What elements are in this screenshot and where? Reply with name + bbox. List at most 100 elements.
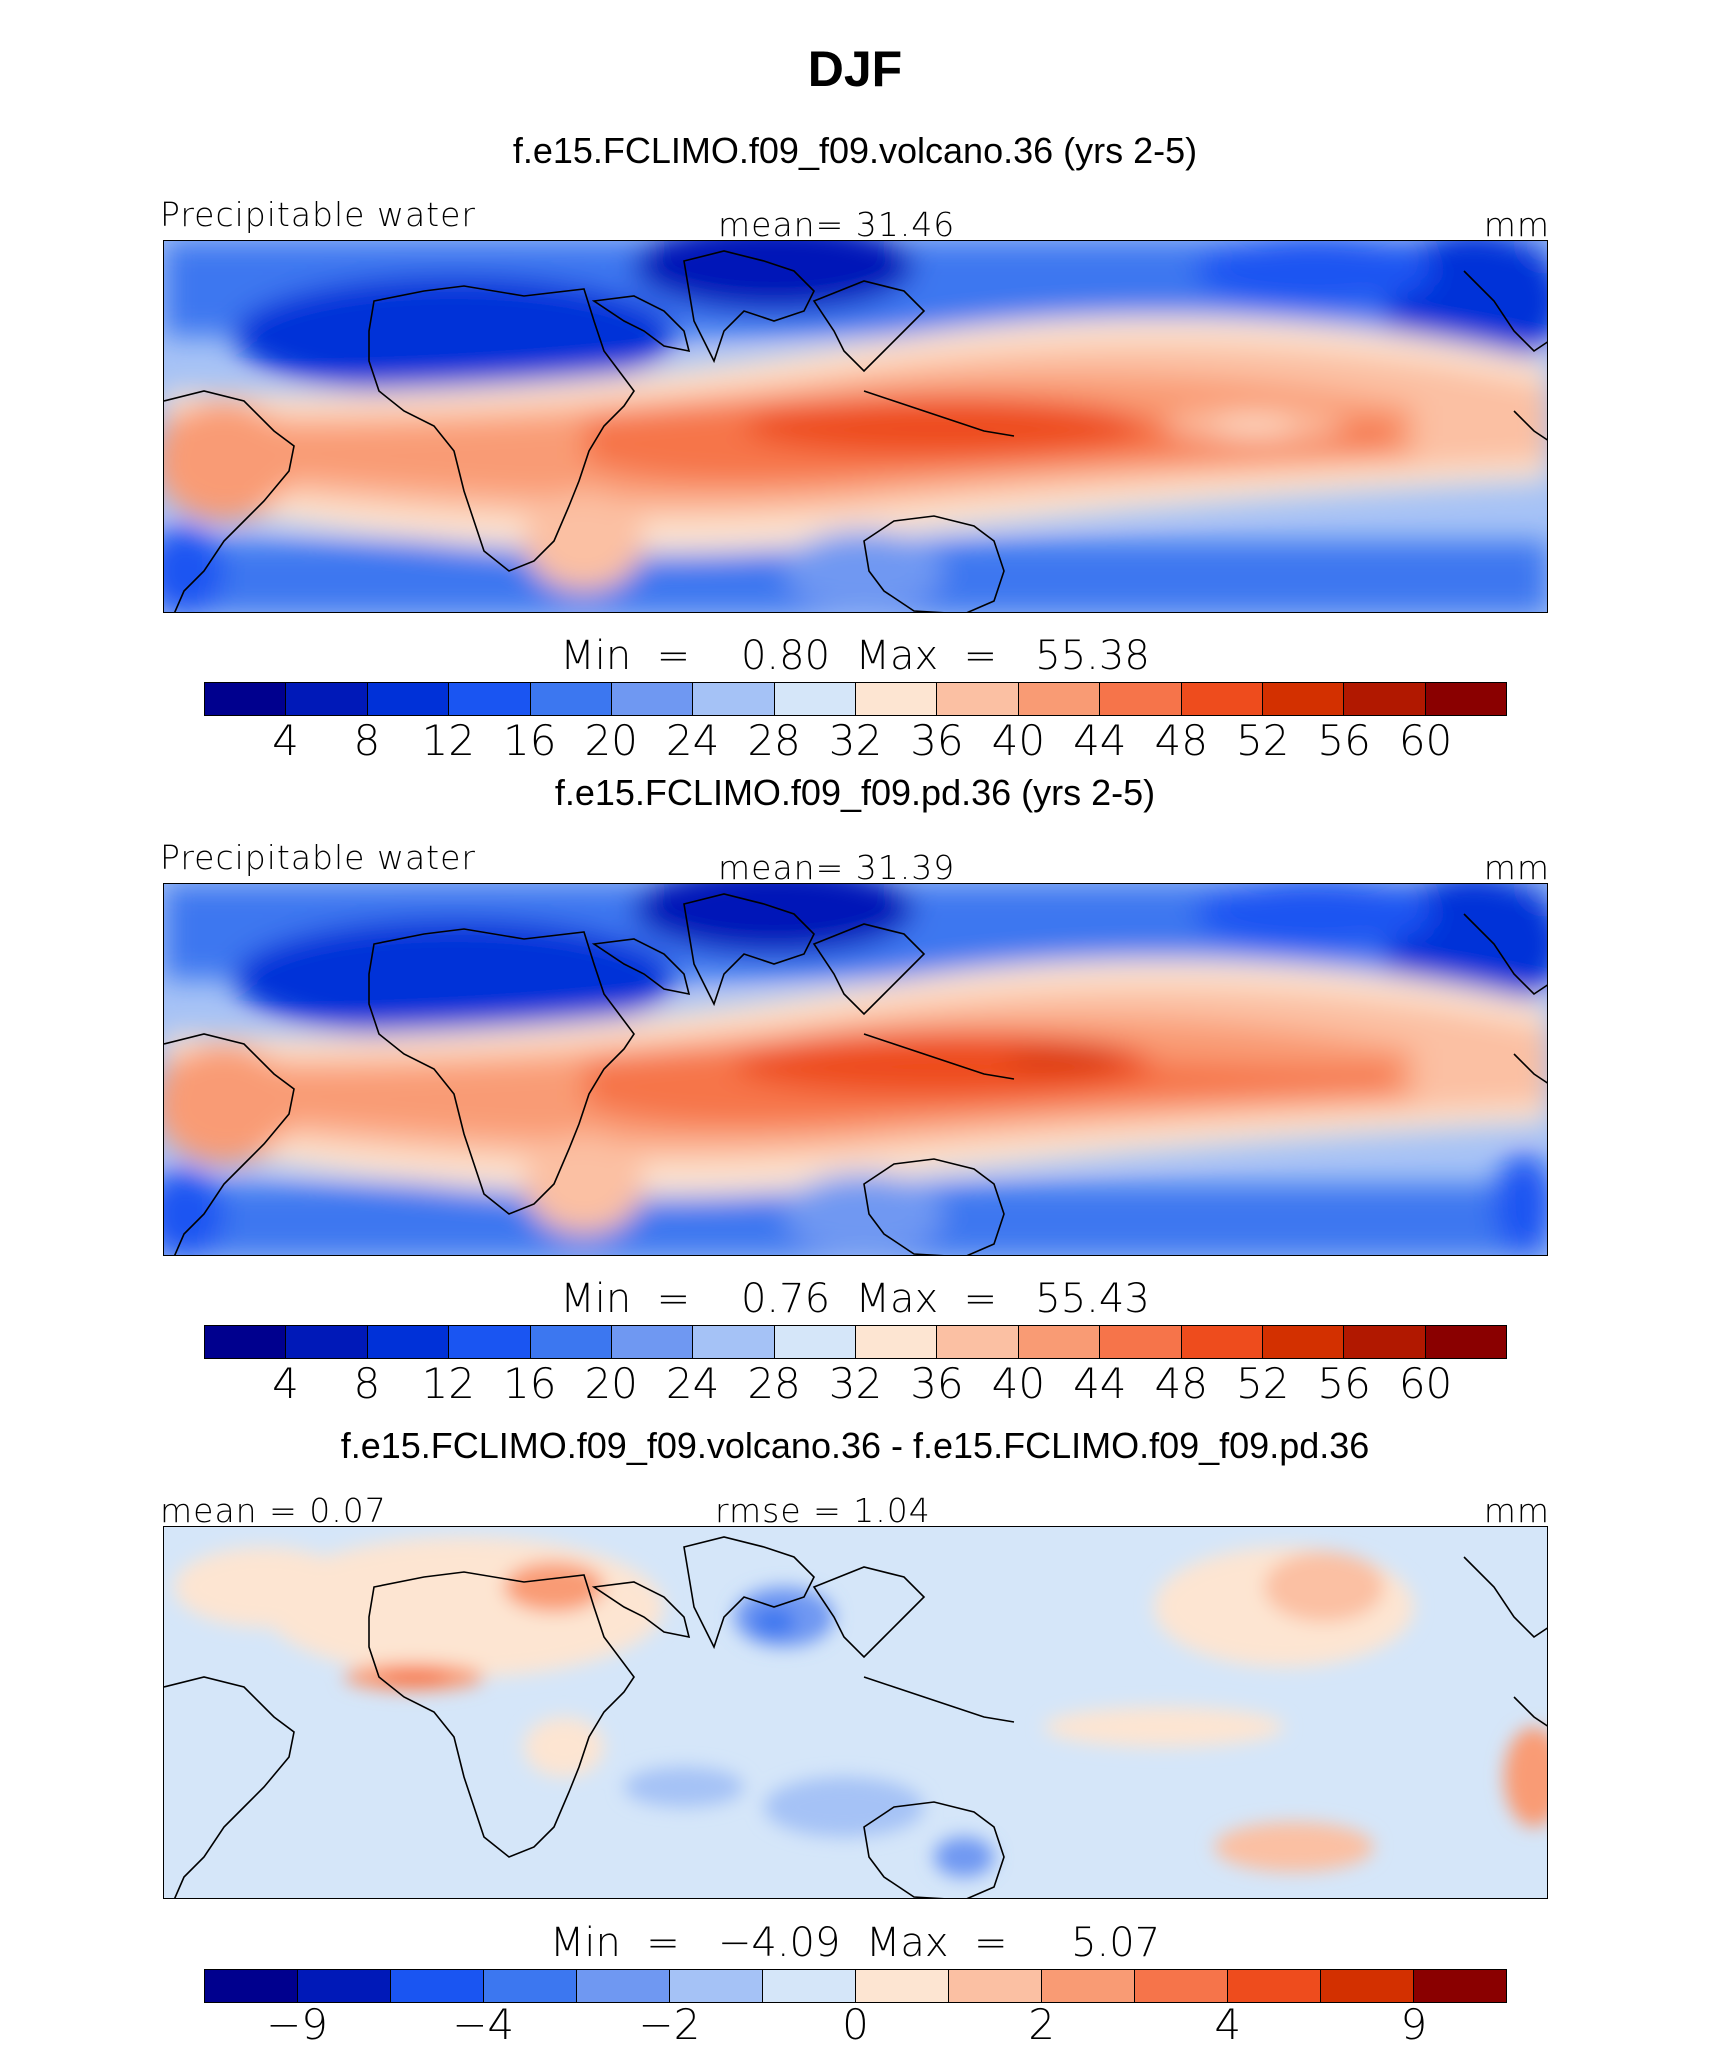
- colorbar-swatch: [774, 683, 856, 715]
- panel-3-colorbar-ticks: −9 −4 −2 0 2 4 9: [204, 2000, 1507, 2049]
- colorbar-tick-label: 12: [421, 1359, 476, 1408]
- colorbar-swatch: [484, 1970, 577, 2002]
- colorbar-swatch: [670, 1970, 763, 2002]
- colorbar-swatch: [611, 1326, 694, 1358]
- colorbar-tick-label: 40: [991, 1359, 1046, 1408]
- panel-2-title: f.e15.FCLIMO.f09_f09.pd.36 (yrs 2-5): [554, 772, 1156, 813]
- colorbar-swatch: [367, 683, 450, 715]
- colorbar-swatch: [577, 1970, 670, 2002]
- colorbar-swatch: [1344, 1326, 1426, 1358]
- colorbar-tick-label: 4: [272, 1359, 299, 1408]
- colorbar-tick-label: 2: [1028, 2000, 1056, 2049]
- colorbar-swatch: [693, 683, 775, 715]
- colorbar-tick-label: 8: [353, 716, 381, 765]
- panel-1-colorbar: [204, 682, 1507, 716]
- colorbar-tick-label: 32: [828, 1359, 883, 1408]
- panel-1-variable-label: Precipitable water: [160, 195, 476, 234]
- panel-2-minmax: Min = 0.76 Max = 55.43: [560, 1276, 1150, 1322]
- colorbar-tick-label: 24: [665, 1359, 720, 1408]
- colorbar-swatch: [391, 1970, 484, 2002]
- colorbar-swatch: [286, 1326, 368, 1358]
- colorbar-swatch: [774, 1326, 856, 1358]
- panel-3-mean-label: mean = 0.07: [160, 1491, 387, 1530]
- panel-3-rmse-label: rmse = 1.04: [715, 1491, 931, 1530]
- colorbar-swatch: [530, 1326, 612, 1358]
- colorbar-tick-label: 24: [665, 716, 720, 765]
- colorbar-tick-label: 28: [747, 716, 801, 765]
- colorbar-tick-label: 48: [1154, 716, 1208, 765]
- colorbar-swatch: [1042, 1970, 1135, 2002]
- panel-1-field: [164, 241, 1547, 612]
- colorbar-tick-label: 16: [503, 716, 557, 765]
- colorbar-tick-label: −9: [266, 2000, 329, 2049]
- colorbar-tick-label: 56: [1317, 1359, 1371, 1408]
- colorbar-swatch: [205, 1326, 287, 1358]
- colorbar-tick-label: 36: [910, 716, 964, 765]
- colorbar-tick-label: 12: [421, 716, 476, 765]
- panel-3-minmax: Min = −4.09 Max = 5.07: [549, 1920, 1161, 1966]
- colorbar-swatch: [856, 1970, 949, 2002]
- panel-1-colorbar-ticks: 4 8 12 16 20 24 28 32 36 40 44 48 52 56 60: [204, 716, 1507, 765]
- panel-1-title: f.e15.FCLIMO.f09_f09.volcano.36 (yrs 2-5…: [512, 130, 1198, 171]
- colorbar-swatch: [1100, 683, 1182, 715]
- panel-1-minmax: Min = 0.80 Max = 55.38: [560, 633, 1150, 679]
- colorbar-swatch: [286, 683, 368, 715]
- panel-2-map: [163, 883, 1548, 1256]
- colorbar-swatch: [611, 683, 694, 715]
- page-title: DJF: [807, 41, 903, 97]
- panel-1-mean-label: mean= 31.46: [718, 205, 956, 244]
- colorbar-swatch: [298, 1970, 391, 2002]
- colorbar-swatch: [205, 683, 287, 715]
- colorbar-tick-label: 60: [1398, 716, 1453, 765]
- colorbar-tick-label: 4: [1214, 2000, 1242, 2049]
- panel-3-map: [163, 1526, 1548, 1899]
- colorbar-swatch: [763, 1970, 856, 2002]
- colorbar-swatch: [693, 1326, 775, 1358]
- colorbar-tick-label: 16: [503, 1359, 557, 1408]
- colorbar-tick-label: 60: [1398, 1359, 1453, 1408]
- colorbar-swatch: [1425, 683, 1506, 715]
- colorbar-swatch: [1018, 1326, 1101, 1358]
- colorbar-tick-label: 20: [584, 716, 638, 765]
- colorbar-tick-label: 52: [1235, 1359, 1290, 1408]
- colorbar-swatch: [1018, 683, 1101, 715]
- colorbar-swatch: [949, 1970, 1042, 2002]
- colorbar-tick-label: 40: [991, 716, 1046, 765]
- colorbar-tick-label: −4: [452, 2000, 515, 2049]
- colorbar-tick-label: 36: [910, 1359, 964, 1408]
- colorbar-swatch: [1181, 683, 1263, 715]
- colorbar-swatch: [1262, 1326, 1345, 1358]
- colorbar-tick-label: −2: [638, 2000, 701, 2049]
- colorbar-tick-label: 20: [584, 1359, 638, 1408]
- colorbar-swatch: [205, 1970, 298, 2002]
- colorbar-swatch: [449, 683, 531, 715]
- colorbar-tick-label: 4: [272, 716, 299, 765]
- colorbar-swatch: [1414, 1970, 1506, 2002]
- colorbar-swatch: [856, 683, 938, 715]
- colorbar-swatch: [1344, 683, 1426, 715]
- colorbar-tick-label: 0: [842, 2000, 869, 2049]
- colorbar-swatch: [856, 1326, 938, 1358]
- colorbar-tick-label: 28: [747, 1359, 801, 1408]
- colorbar-swatch: [1181, 1326, 1263, 1358]
- colorbar-swatch: [1135, 1970, 1228, 2002]
- panel-3-units-label: mm: [1483, 1491, 1550, 1530]
- colorbar-tick-label: 32: [828, 716, 883, 765]
- colorbar-swatch: [1321, 1970, 1414, 2002]
- colorbar-swatch: [1425, 1326, 1506, 1358]
- panel-2-units-label: mm: [1483, 848, 1550, 887]
- colorbar-swatch: [937, 683, 1019, 715]
- panel-2-colorbar-ticks: 4 8 12 16 20 24 28 32 36 40 44 48 52 56 60: [204, 1359, 1507, 1408]
- panel-2-colorbar: [204, 1325, 1507, 1359]
- colorbar-swatch: [367, 1326, 450, 1358]
- colorbar-tick-label: 9: [1400, 2000, 1428, 2049]
- colorbar-tick-label: 8: [353, 1359, 381, 1408]
- colorbar-swatch: [449, 1326, 531, 1358]
- colorbar-swatch: [1262, 683, 1345, 715]
- panel-3-field: [164, 1527, 1547, 1898]
- panel-2-mean-label: mean= 31.39: [718, 848, 956, 887]
- colorbar-tick-label: 48: [1154, 1359, 1208, 1408]
- colorbar-swatch: [937, 1326, 1019, 1358]
- colorbar-tick-label: 44: [1073, 716, 1127, 765]
- colorbar-tick-label: 56: [1317, 716, 1371, 765]
